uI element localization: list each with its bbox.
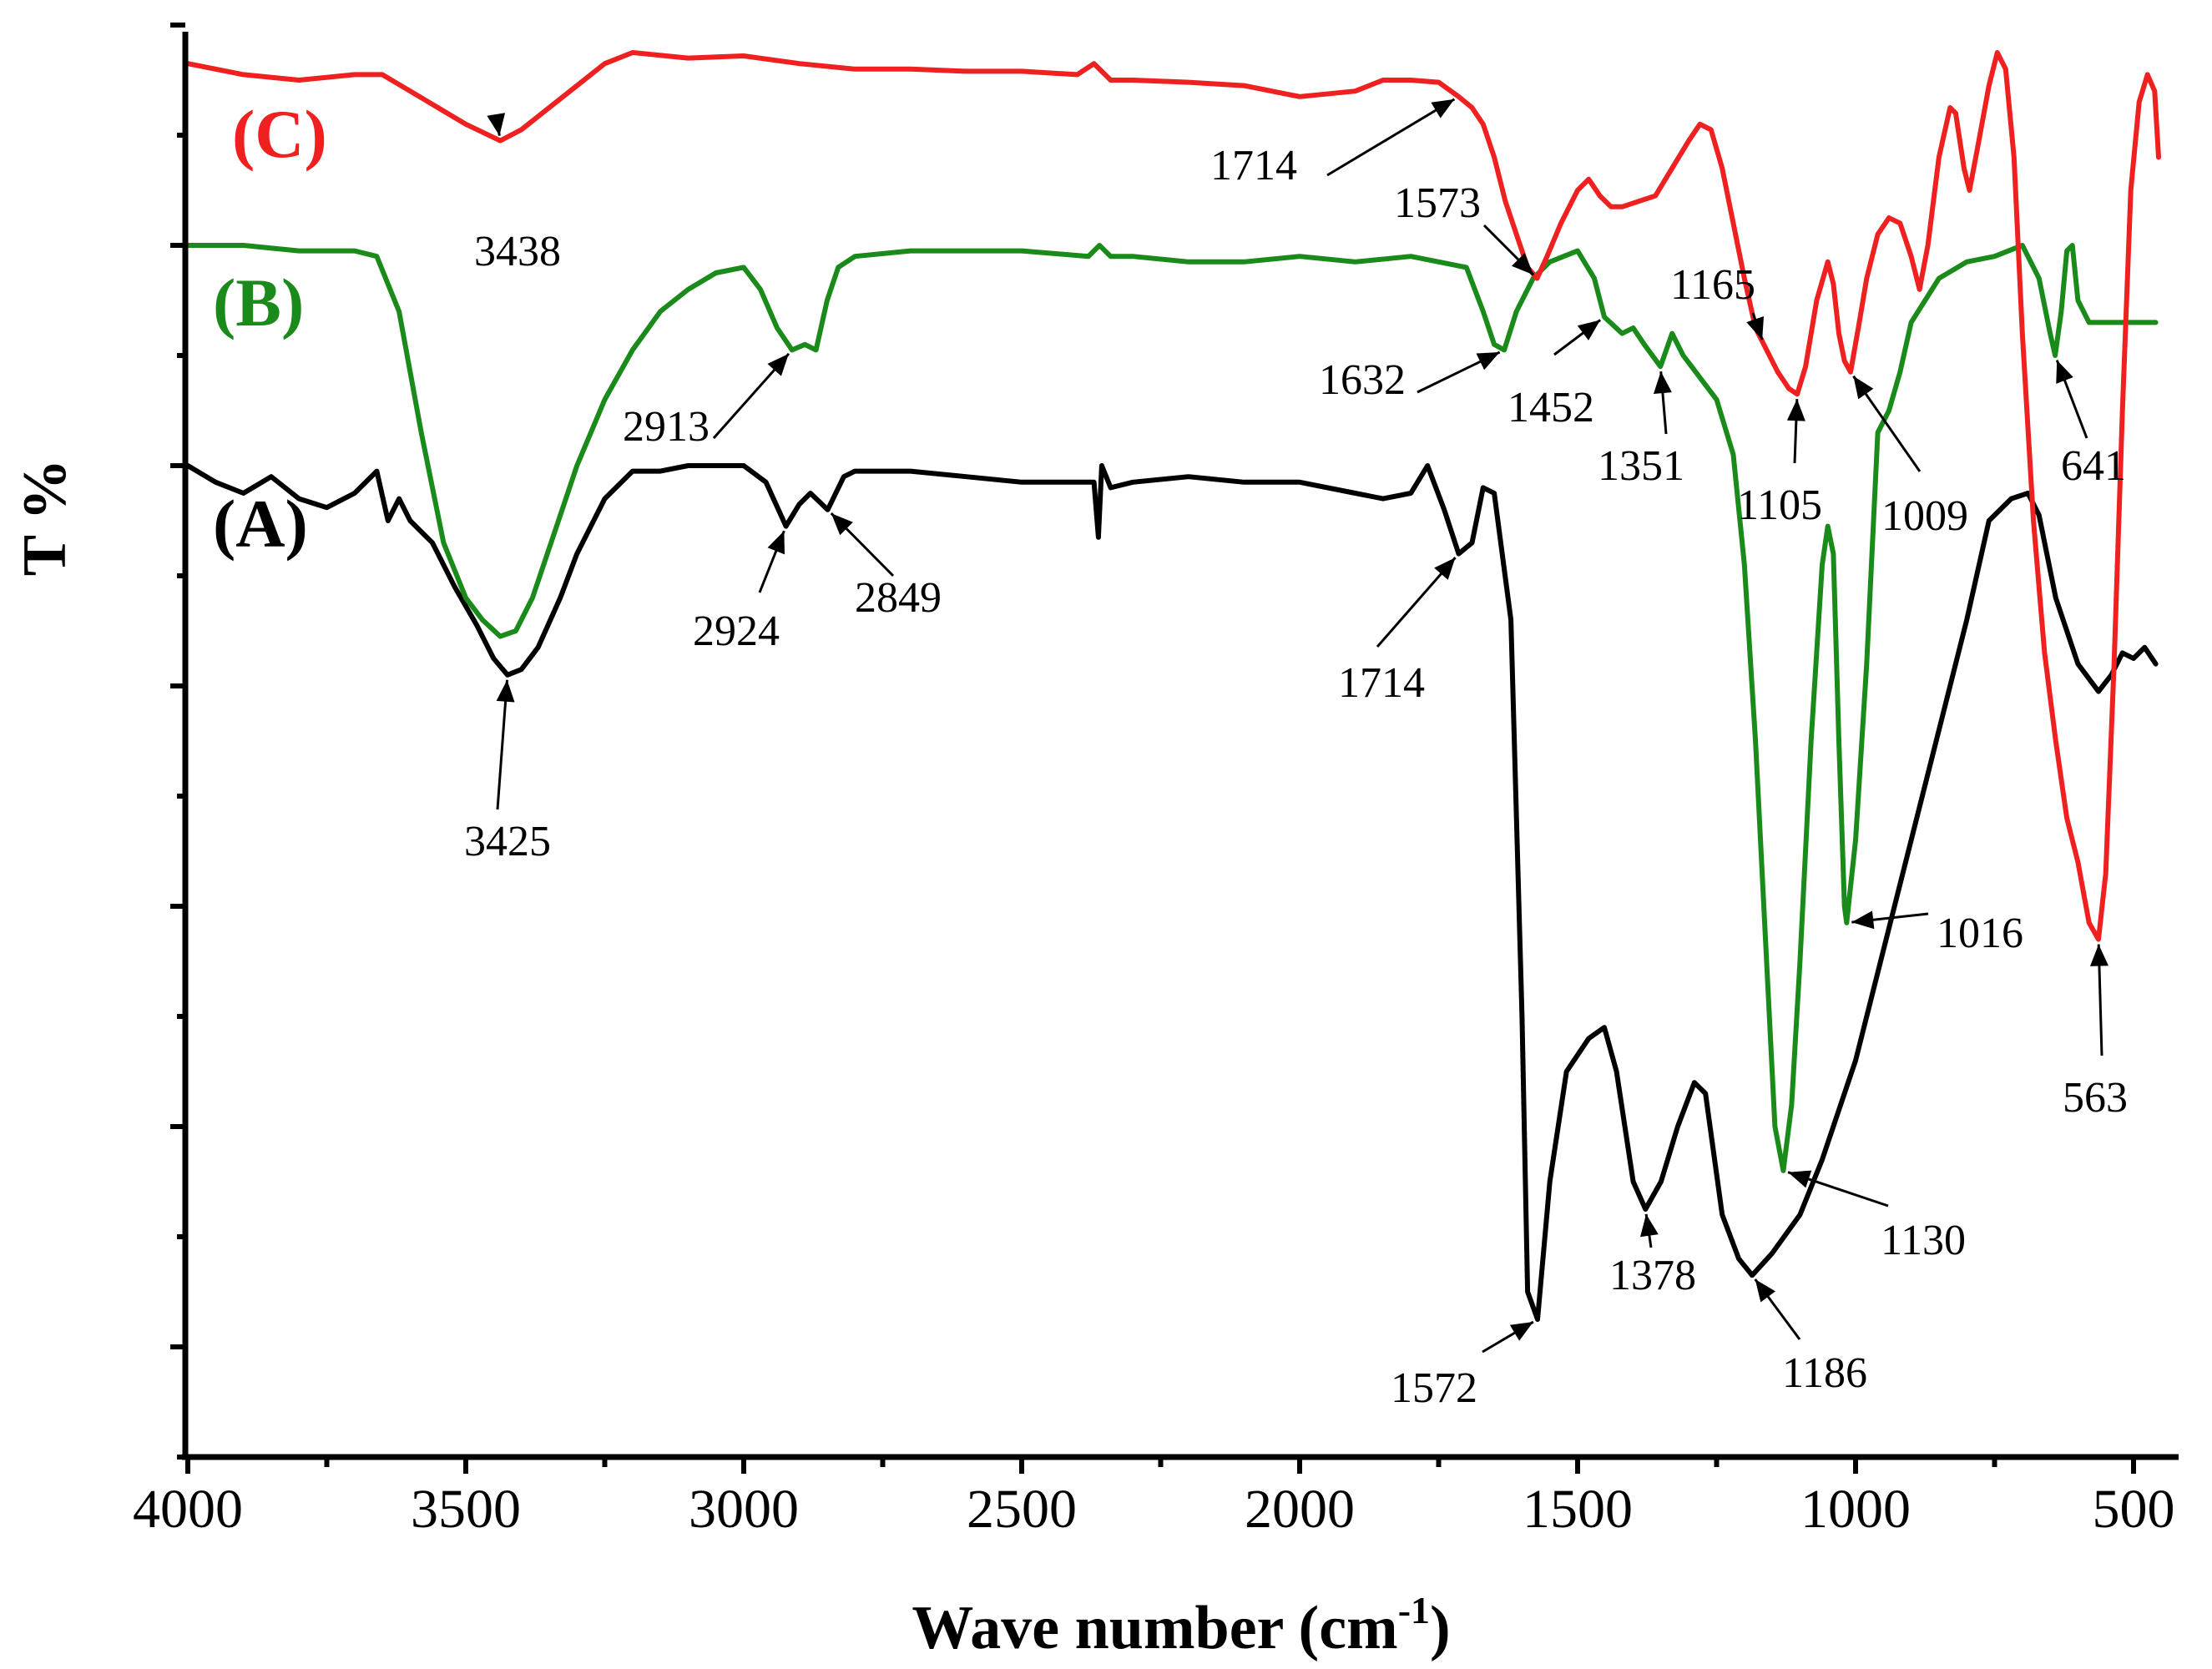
peak-arrow-head: [1853, 376, 1874, 400]
peak-label-c-3438: 3438: [474, 228, 561, 275]
peak-arrow-head: [1788, 1170, 1812, 1188]
peak-label-a-3425: 3425: [464, 818, 551, 865]
series-labels: (A) (B) (C): [213, 96, 327, 562]
peak-arrow-head: [1786, 399, 1805, 421]
x-tick-label: 3000: [689, 1479, 799, 1540]
peak-label-c-1009: 1009: [1881, 492, 1968, 540]
peak-arrow-head: [2056, 360, 2073, 384]
peak-label-a-1186: 1186: [1782, 1349, 1867, 1397]
peak-label-b-1016: 1016: [1937, 910, 2023, 957]
peak-arrow-head: [1512, 253, 1534, 275]
peak-label-c-1714: 1714: [1210, 142, 1297, 189]
series-label-b: (B): [213, 265, 304, 340]
peak-arrow-head: [1746, 315, 1765, 340]
peak-label-b-2913: 2913: [623, 403, 710, 451]
peak-arrow-head: [1476, 352, 1500, 371]
peak-arrows: [487, 98, 2108, 1354]
series-line-c: [185, 50, 2161, 942]
x-tick-label: 500: [2093, 1479, 2175, 1540]
peak-arrow-head: [767, 353, 789, 376]
series-line-a: [185, 463, 2159, 1322]
peak-label-b-641: 641: [2061, 442, 2126, 490]
series-label-a: (A): [213, 486, 308, 562]
traces-layer: [185, 50, 2161, 1322]
peak-arrow-head: [1851, 910, 1875, 930]
peak-label-c-1573: 1573: [1394, 179, 1481, 227]
peak-arrow-head: [1577, 320, 1601, 340]
peak-label-a-1572: 1572: [1391, 1364, 1477, 1412]
x-tick-label: 2500: [967, 1479, 1077, 1540]
peak-arrow-head: [1755, 1279, 1776, 1303]
peak-label-b-1632: 1632: [1319, 356, 1406, 404]
peak-arrow-head: [1509, 1322, 1533, 1341]
series-label-c: (C): [232, 96, 327, 172]
peak-arrow-head: [1653, 371, 1672, 395]
x-tick-label: 4000: [133, 1479, 243, 1540]
peak-label-c-1105: 1105: [1737, 482, 1822, 529]
peak-label-a-2849: 2849: [855, 574, 942, 622]
peak-arrow-head: [1431, 98, 1455, 118]
peak-arrow-head: [1640, 1213, 1659, 1238]
x-tick-label: 1500: [1523, 1479, 1633, 1540]
peak-label-c-1165: 1165: [1670, 261, 1755, 309]
x-ticks: 4000 3500 3000 2500 2000 1500 1000 500: [133, 1457, 2175, 1540]
peak-label-a-2924: 2924: [693, 608, 780, 655]
axes-layer: [182, 32, 2179, 1460]
peak-arrow: [1326, 98, 1456, 177]
peak-label-b-1452: 1452: [1507, 384, 1594, 431]
peak-label-b-1130: 1130: [1881, 1217, 1966, 1264]
peak-label-b-1351: 1351: [1598, 442, 1684, 490]
peak-label-a-1714: 1714: [1338, 659, 1425, 707]
x-tick-label: 1000: [1800, 1479, 1911, 1540]
x-axis-title: Wave number (cm-1): [912, 1589, 1450, 1662]
x-tick-label: 3500: [411, 1479, 521, 1540]
peak-arrow-head: [831, 513, 853, 536]
peak-label-c-563: 563: [2063, 1074, 2128, 1122]
peak-arrow-head: [2089, 944, 2108, 966]
y-axis-title: T %: [11, 459, 79, 577]
peak-arrow-head: [1434, 557, 1456, 580]
peak-arrow-head: [487, 113, 506, 136]
peak-arrow-head: [767, 531, 785, 555]
y-ticks: [170, 23, 185, 1460]
x-tick-label: 2000: [1245, 1479, 1355, 1540]
series-line-b: [185, 243, 2159, 1173]
peak-label-a-1378: 1378: [1609, 1252, 1696, 1299]
peak-arrow-head: [496, 679, 515, 703]
